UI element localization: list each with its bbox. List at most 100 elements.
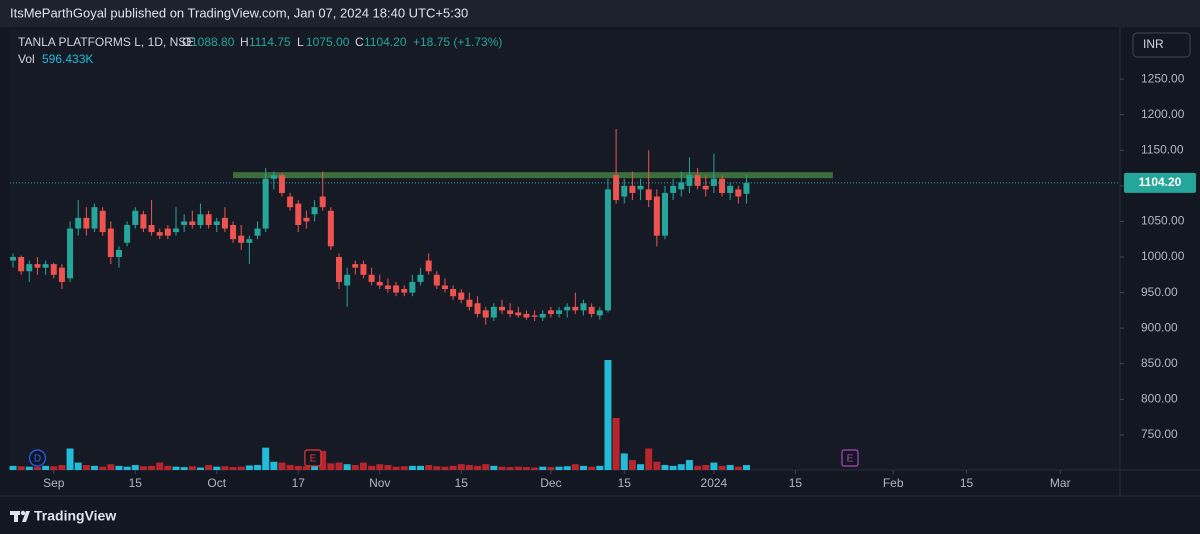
x-tick-label: Nov: [369, 476, 390, 490]
volume-bar: [156, 462, 164, 470]
volume-bar: [474, 465, 482, 470]
candle-body: [311, 207, 318, 215]
candle-body: [34, 264, 41, 268]
candle-body: [83, 217, 90, 229]
candle-body: [221, 217, 228, 229]
candle-body: [531, 315, 538, 317]
volume-bar: [588, 466, 596, 470]
logo-part: [14, 511, 18, 522]
candle-body: [645, 189, 652, 201]
candle-body: [58, 267, 65, 282]
candle-body: [368, 274, 375, 282]
legend-value: 1114.75: [249, 35, 291, 49]
volume-bar: [164, 465, 172, 470]
logo-part: [20, 510, 26, 516]
legend-change: +18.75 (+1.73%): [413, 35, 502, 49]
volume-bar: [685, 460, 693, 470]
x-tick-label: Sep: [43, 476, 65, 490]
publisher: ItsMeParthGoyal published on TradingView…: [10, 5, 468, 20]
candle-body: [588, 306, 595, 314]
volume-bar: [522, 467, 530, 470]
y-tick-label: 1000.00: [1141, 249, 1185, 263]
volume-bar: [669, 465, 677, 470]
volume-value: 596.433K: [42, 52, 93, 66]
volume-bar: [400, 466, 408, 470]
candle-body: [743, 182, 750, 194]
event-marker: [841, 449, 859, 467]
volume-bar: [677, 464, 685, 470]
legend-value: 1075.00: [306, 35, 350, 49]
candle-body: [458, 292, 465, 300]
volume-bar: [213, 466, 221, 470]
last-price-label: 1104.20: [1139, 175, 1182, 189]
volume-bar: [172, 466, 180, 470]
volume-bar: [571, 464, 579, 470]
volume-bar: [482, 464, 490, 470]
event-label: E: [847, 454, 854, 465]
candle-body: [694, 175, 701, 186]
event-marker: [28, 449, 47, 467]
volume-bar: [58, 465, 66, 470]
resistance-line: [233, 172, 833, 179]
volume-bar: [710, 462, 718, 470]
volume-bar: [555, 466, 563, 470]
candle-body: [621, 185, 628, 197]
candle-body: [327, 210, 334, 247]
candle-body: [490, 306, 497, 318]
volume-bar: [270, 461, 278, 470]
candle-body: [702, 185, 709, 190]
candle-body: [295, 203, 302, 225]
currency[interactable]: INR: [1143, 37, 1164, 51]
volume-bar: [653, 461, 661, 470]
x-tick-label: 15: [960, 476, 974, 490]
volume-bar: [262, 447, 270, 470]
volume-bar: [465, 465, 473, 470]
volume-bar: [457, 464, 465, 470]
volume-bar: [596, 465, 604, 470]
candle-body: [425, 260, 432, 272]
volume-bar: [17, 466, 25, 470]
y-tick-label: 1050.00: [1141, 214, 1185, 228]
legend-letter: H: [240, 35, 249, 49]
candle-body: [336, 257, 343, 282]
candle-body: [42, 264, 49, 268]
currency-box[interactable]: [1132, 32, 1191, 58]
volume-bar: [359, 462, 367, 470]
volume-bar: [498, 466, 506, 470]
volume-bar: [343, 464, 351, 470]
volume-bar: [131, 465, 139, 470]
candle-body: [604, 189, 611, 311]
candle-body: [580, 303, 587, 311]
candle-body: [466, 299, 473, 307]
volume-bar: [351, 465, 359, 470]
x-tick-label: 15: [789, 476, 803, 490]
candle-body: [99, 210, 106, 233]
logo-part: [22, 511, 30, 522]
candle-body: [433, 274, 440, 286]
y-tick-label: 1200.00: [1141, 107, 1185, 121]
volume-bar: [718, 465, 726, 470]
candle-body: [230, 224, 237, 240]
volume-bar: [115, 465, 123, 470]
volume-bar: [408, 465, 416, 470]
volume-bar: [661, 465, 669, 470]
volume-bar: [188, 466, 196, 470]
volume-bar: [376, 464, 384, 470]
volume-bar: [25, 466, 33, 470]
volume-bar: [229, 467, 237, 470]
candle-body: [441, 285, 448, 290]
candle-body: [50, 264, 57, 275]
plot-area: [10, 29, 1120, 470]
candle-body: [417, 274, 424, 282]
candle-body: [507, 310, 514, 314]
volume-bar: [417, 465, 425, 470]
x-tick-label: 2024: [701, 476, 728, 490]
x-tick-label: 17: [292, 476, 306, 490]
candle-body: [26, 264, 33, 272]
candle-body: [596, 310, 603, 316]
volume-bar: [637, 464, 645, 470]
candle-body: [661, 192, 668, 236]
volume-bar: [563, 466, 571, 470]
candle-body: [401, 289, 408, 293]
